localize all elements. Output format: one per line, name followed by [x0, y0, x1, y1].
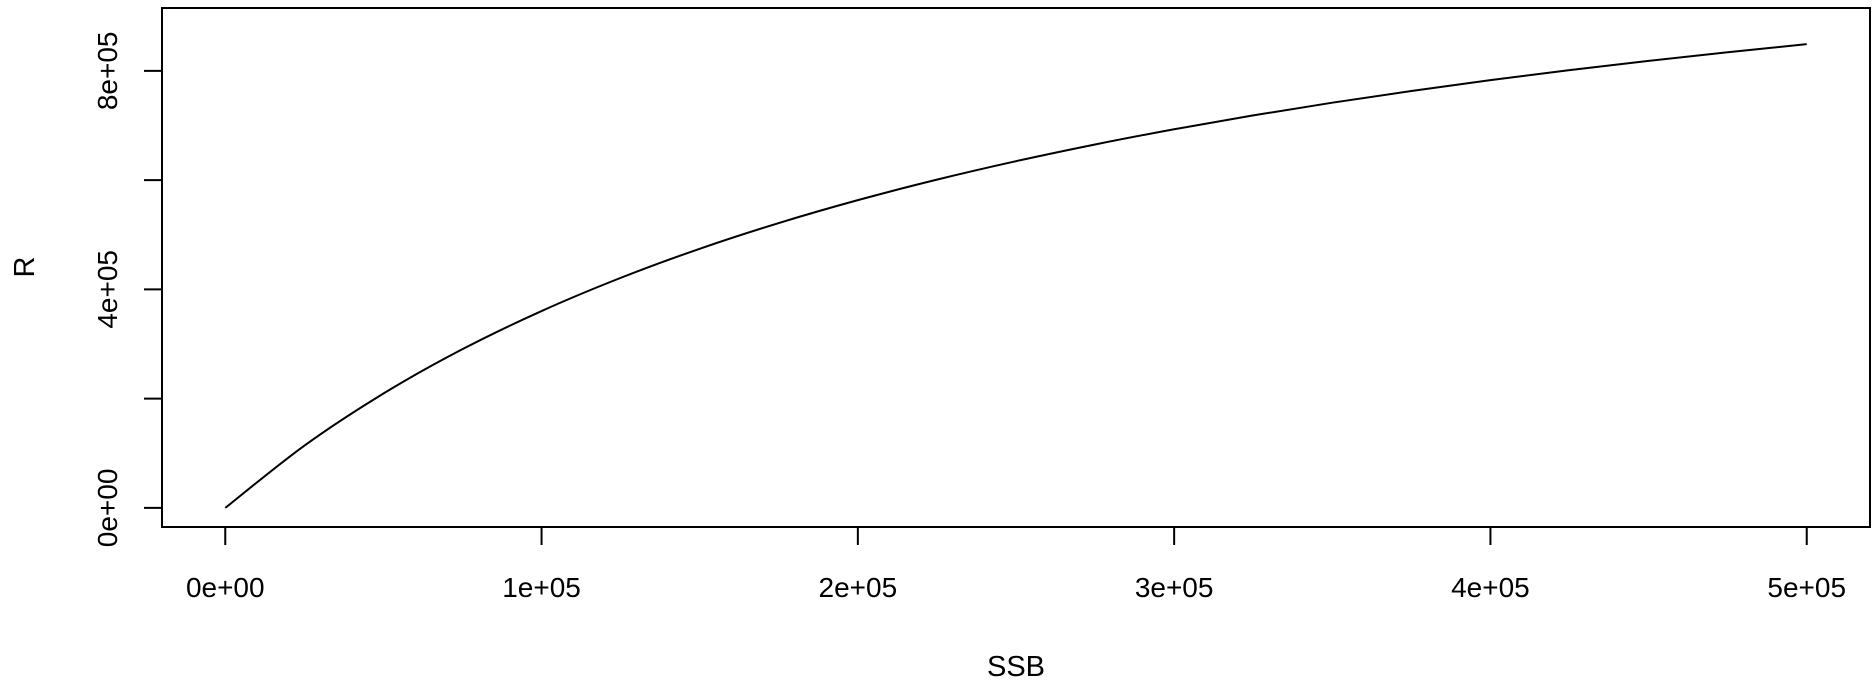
- y-tick-label: 8e+05: [92, 32, 123, 111]
- x-tick-label: 2e+05: [819, 572, 898, 603]
- x-tick-label: 5e+05: [1767, 572, 1846, 603]
- x-tick-label: 4e+05: [1451, 572, 1530, 603]
- x-tick-label: 1e+05: [502, 572, 581, 603]
- y-axis-title: R: [9, 257, 41, 278]
- x-axis-title: SSB: [987, 651, 1045, 680]
- series-line: [224, 43, 1807, 509]
- x-tick-label: 3e+05: [1135, 572, 1214, 603]
- y-tick-label: 0e+00: [92, 469, 123, 548]
- y-axis: 0e+00 4e+05 8e+05: [92, 32, 163, 548]
- x-axis: 0e+00 1e+05 2e+05 3e+05 4e+05 5e+05: [186, 526, 1846, 603]
- y-tick-label: 4e+05: [92, 250, 123, 329]
- x-tick-label: 0e+00: [186, 572, 265, 603]
- plot-frame: [161, 7, 1871, 528]
